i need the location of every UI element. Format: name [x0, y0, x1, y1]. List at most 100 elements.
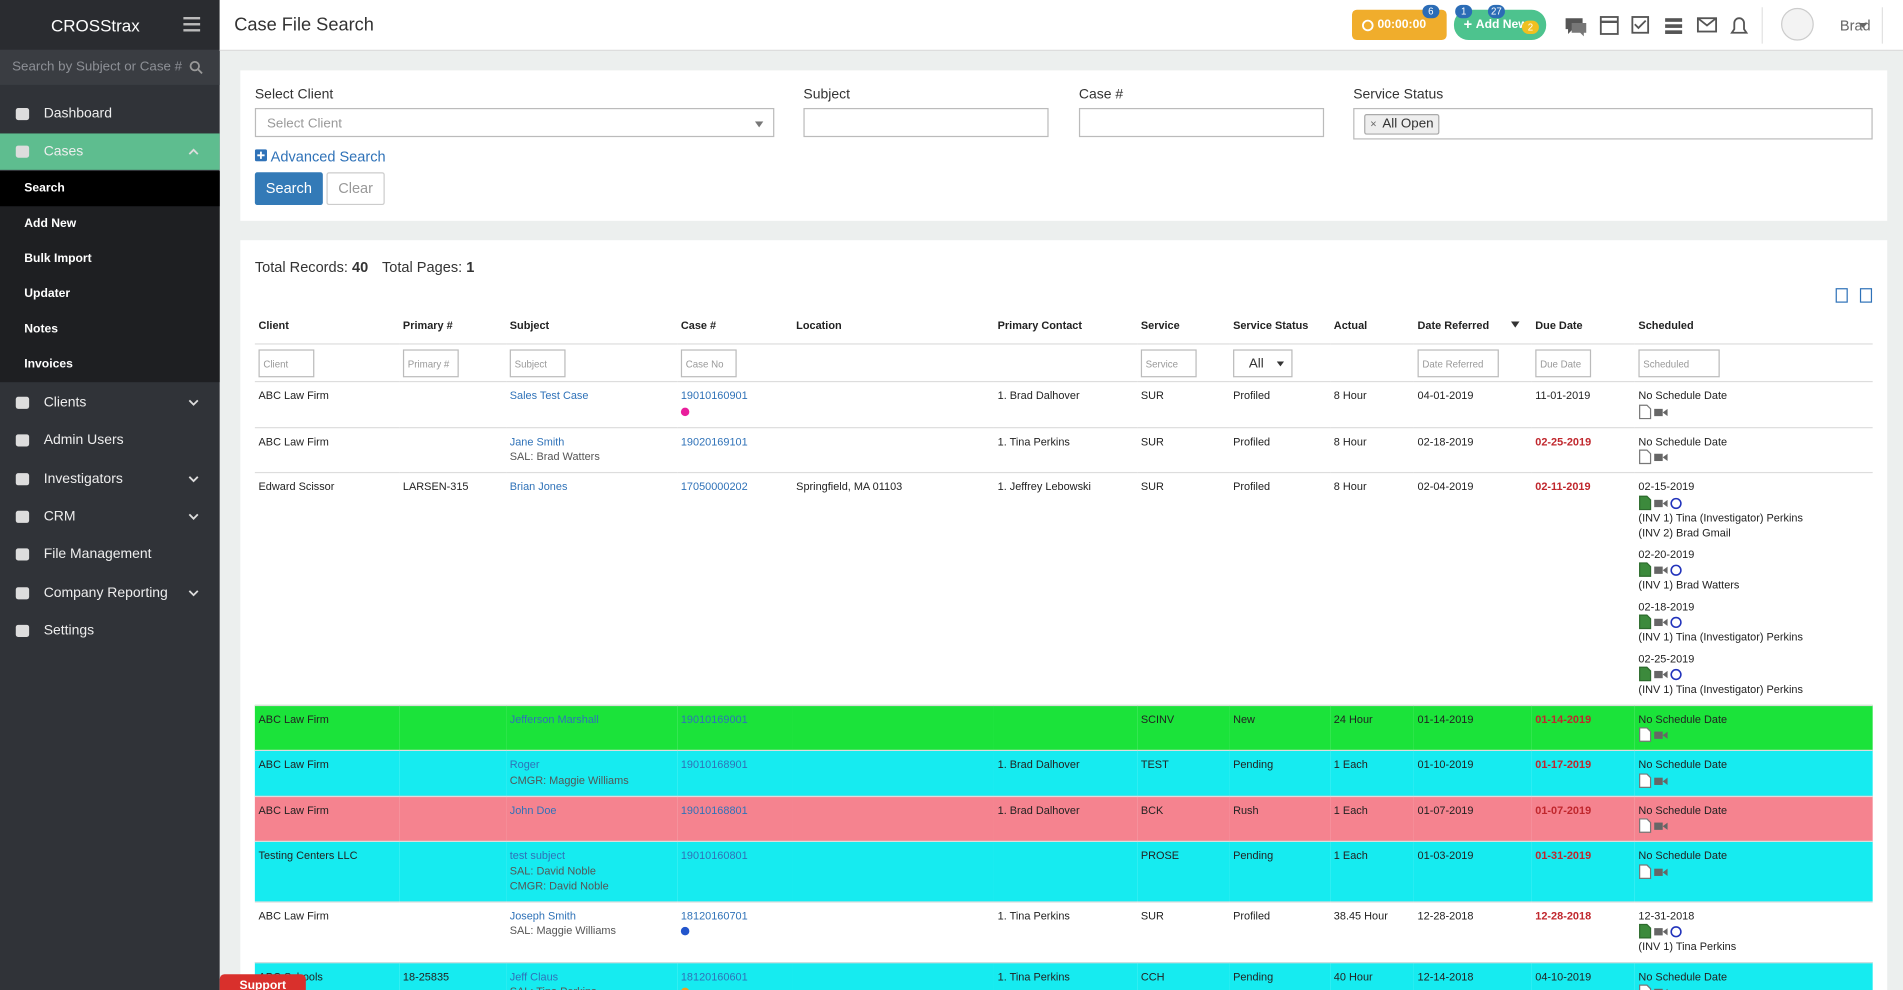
- subject[interactable]: Jeff Claus: [509, 969, 559, 983]
- select-client[interactable]: Select Client: [254, 107, 775, 138]
- actual: 1 Each: [1333, 803, 1368, 816]
- column-header[interactable]: Primary Contact: [994, 307, 1137, 344]
- case-row[interactable]: ABC Law Firm Roger CMGR: Maggie Williams 19…: [254, 749, 1873, 796]
- submenu-item[interactable]: Search: [0, 171, 220, 207]
- column-header[interactable]: Scheduled: [1635, 307, 1873, 344]
- subject[interactable]: John Doe: [509, 803, 557, 816]
- subject-input[interactable]: [803, 107, 1049, 138]
- column-header[interactable]: Location: [793, 307, 994, 344]
- subject[interactable]: test subject: [509, 849, 565, 862]
- column-filter[interactable]: Service: [1140, 348, 1197, 377]
- subject[interactable]: Sales Test Case: [509, 389, 589, 402]
- column-select[interactable]: All: [1233, 348, 1293, 377]
- column-filter[interactable]: Subject: [509, 348, 566, 377]
- column-header[interactable]: Primary #: [399, 307, 506, 344]
- case-number[interactable]: 19010168801: [680, 803, 748, 816]
- primary-contact-cell: [993, 840, 1138, 902]
- column-header[interactable]: Due Date: [1532, 307, 1635, 344]
- case-row[interactable]: ABC Law Firm Jefferson Marshall 1901016900…: [254, 704, 1873, 751]
- submenu-item[interactable]: Invoices: [0, 347, 220, 382]
- menu-item[interactable]: File Management: [0, 536, 220, 572]
- submenu-item[interactable]: Notes: [0, 312, 220, 347]
- subject[interactable]: Jane Smith: [509, 434, 565, 448]
- column-header[interactable]: Case #: [677, 307, 792, 344]
- column-header[interactable]: Date Referred: [1414, 307, 1532, 344]
- primary-contact: 1. Brad Dalhover: [997, 803, 1080, 816]
- badge: 6: [1422, 4, 1440, 19]
- case-row[interactable]: Testing Centers LLC test subject SAL: Davi…: [254, 840, 1873, 902]
- case-row[interactable]: Edward Scissor LARSEN-315 Brian Jones 17050…: [254, 471, 1873, 705]
- video-icon: [1654, 499, 1663, 507]
- advanced-search[interactable]: Advanced Search: [270, 148, 386, 166]
- actual-cell: 1 Each: [1330, 795, 1414, 842]
- column-header[interactable]: Client: [255, 307, 399, 344]
- case-number[interactable]: 18120160701: [680, 909, 748, 922]
- submenu-item[interactable]: Bulk Import: [0, 241, 220, 276]
- column-header[interactable]: Service Status: [1229, 307, 1330, 344]
- submenu-item[interactable]: Add New: [0, 206, 220, 241]
- tag-remove[interactable]: ×: [1370, 117, 1377, 130]
- column-filter[interactable]: Case No: [680, 348, 737, 377]
- schedule-icons: [1639, 863, 1668, 879]
- case-row[interactable]: ABC Law Firm Sales Test Case 19010160901 1.…: [254, 380, 1873, 428]
- case-number[interactable]: 19010169001: [680, 712, 748, 725]
- filter-cell: Client: [254, 343, 400, 382]
- due-date: 01-31-2019: [1535, 849, 1592, 862]
- column-header[interactable]: Service: [1137, 307, 1229, 344]
- menu-item[interactable]: Investigators: [0, 461, 220, 497]
- column-filter[interactable]: Scheduled: [1638, 348, 1720, 377]
- column-filter[interactable]: Due Date: [1535, 348, 1592, 377]
- case-row[interactable]: ABC Law Firm Jane Smith SAL: Brad Watters 1…: [254, 426, 1873, 473]
- primary-number-cell: [399, 380, 507, 428]
- case-number[interactable]: 19020169101: [680, 434, 748, 448]
- schedule-entry: No Schedule Date: [1638, 757, 1869, 788]
- column-header[interactable]: Subject: [506, 307, 677, 344]
- menu-item[interactable]: Company Reporting: [0, 575, 220, 611]
- date-referred: 02-04-2019: [1417, 480, 1474, 493]
- case-number[interactable]: 19010168901: [680, 758, 748, 771]
- schedule-icons: [1639, 449, 1668, 465]
- submenu-label: Bulk Import: [24, 252, 92, 266]
- total-records-label: Total Records:: [254, 258, 348, 276]
- case-row[interactable]: ABC Law Firm Joseph Smith SAL: Maggie Will…: [254, 900, 1873, 963]
- column-label: Primary Contact: [997, 319, 1083, 332]
- service-status-select[interactable]: × All Open: [1353, 107, 1873, 140]
- column-filter[interactable]: Client: [258, 348, 315, 377]
- column-filter[interactable]: Primary #: [402, 348, 459, 377]
- export-icons[interactable]: [1835, 288, 1884, 305]
- submenu-item[interactable]: Updater: [0, 277, 220, 312]
- subject[interactable]: Roger: [509, 758, 540, 771]
- case-input[interactable]: [1078, 107, 1325, 138]
- search-button[interactable]: Search: [254, 172, 323, 206]
- support-tab[interactable]: Support: [219, 974, 306, 990]
- subject[interactable]: Jefferson Marshall: [509, 712, 599, 725]
- case-number[interactable]: 19010160801: [680, 849, 748, 862]
- menu-toggle[interactable]: [183, 16, 201, 32]
- menu-label: Dashboard: [43, 106, 112, 122]
- case-number[interactable]: 17050000202: [680, 480, 748, 493]
- case-number[interactable]: 18120160601: [680, 969, 748, 983]
- menu-item[interactable]: Clients: [0, 385, 220, 421]
- case-row[interactable]: ABC Law Firm John Doe 19010168801 1. Brad D…: [254, 795, 1873, 842]
- sidebar-search[interactable]: Search by Subject or Case #: [0, 49, 220, 85]
- user-name[interactable]: Brad: [1839, 16, 1871, 34]
- subject[interactable]: Joseph Smith: [509, 909, 576, 922]
- schedule-date: 02-15-2019: [1638, 480, 1695, 493]
- badge: 1: [1455, 4, 1473, 19]
- primary-number-cell: 18-25835: [399, 961, 507, 990]
- clear-button[interactable]: Clear: [326, 172, 385, 206]
- menu-item[interactable]: CRM: [0, 499, 220, 535]
- column-filter[interactable]: Date Referred: [1417, 348, 1499, 377]
- menu-item[interactable]: Settings: [0, 613, 220, 649]
- table-head: Client Primary # Subject Case # Location Prim…: [254, 307, 1873, 382]
- menu-item[interactable]: Admin Users: [0, 422, 220, 458]
- date-referred: 01-03-2019: [1417, 849, 1474, 862]
- location: Springfield, MA 01103: [796, 480, 903, 493]
- subject[interactable]: Brian Jones: [509, 480, 568, 493]
- menu-item[interactable]: Dashboard: [0, 96, 220, 132]
- case-number[interactable]: 19010160901: [680, 389, 748, 402]
- status-tag[interactable]: × All Open: [1364, 114, 1440, 135]
- column-header[interactable]: Actual: [1330, 307, 1414, 344]
- menu-item[interactable]: Cases: [0, 133, 220, 170]
